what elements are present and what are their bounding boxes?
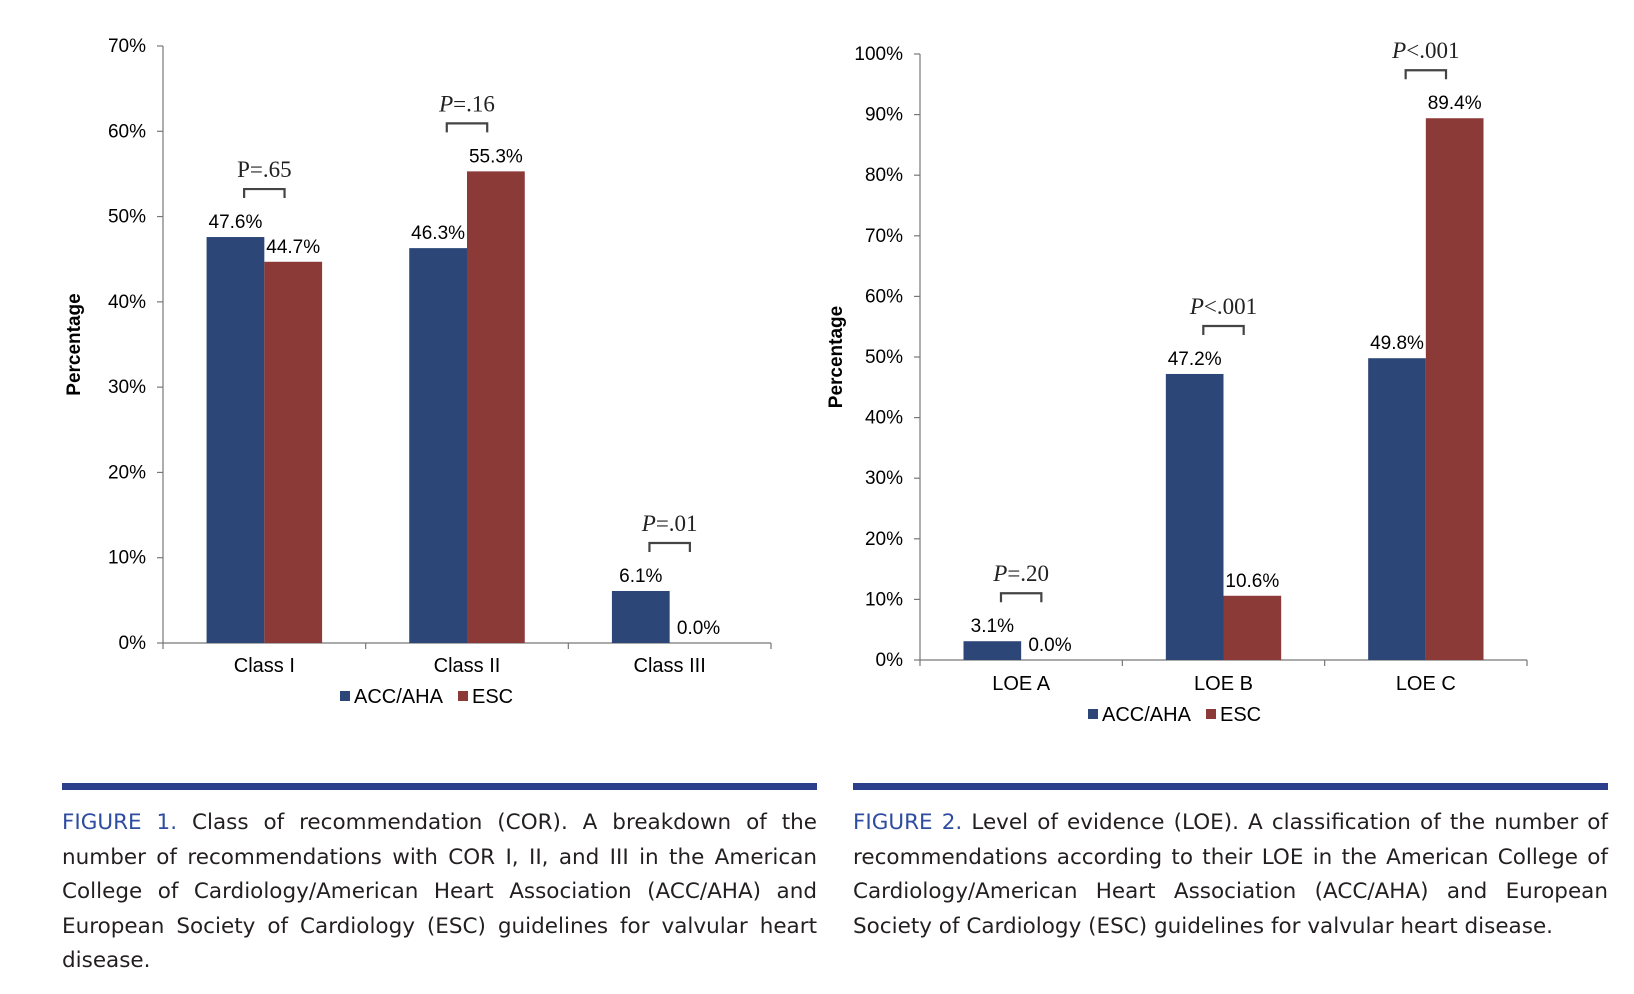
- caption-text: Level of evidence (LOE). A classificatio…: [853, 810, 1608, 939]
- figure-1: 0% 10% 20% 30% 40% 50% 60% 70% Percentage Class I…: [62, 36, 817, 979]
- bar-esc: [1223, 595, 1282, 660]
- y-tick-label: 10%: [108, 548, 146, 569]
- bar-acc-aha: [1368, 358, 1426, 660]
- y-tick-label: 30%: [865, 468, 903, 489]
- p-value-symbol: P: [237, 157, 250, 182]
- bar-acc-aha: [1165, 373, 1224, 660]
- data-label: 3.1%: [971, 616, 1014, 637]
- p-value-label: P=.16: [438, 91, 495, 116]
- legend-label: ACC/AHA: [1102, 704, 1192, 726]
- legend-label: ESC: [1220, 704, 1261, 726]
- p-value-label: P=.01: [641, 511, 698, 536]
- category-label: Class II: [434, 655, 501, 677]
- bar-acc-aha: [206, 237, 265, 644]
- legend-label: ACC/AHA: [354, 686, 444, 708]
- y-tick-label: 50%: [108, 207, 146, 228]
- p-value-symbol: P: [1391, 38, 1406, 63]
- y-tick-label: 100%: [854, 44, 903, 65]
- data-label: 47.2%: [1168, 349, 1222, 370]
- significance-bracket: [243, 187, 286, 199]
- data-label: 89.4%: [1428, 93, 1482, 114]
- legend-swatch-esc: [458, 691, 468, 701]
- y-tick-label: 60%: [108, 121, 146, 142]
- p-value-number: =.20: [1007, 561, 1049, 586]
- category-label: Class III: [634, 655, 706, 677]
- figure-label: FIGURE 2.: [853, 810, 963, 835]
- y-tick-label: 60%: [865, 286, 903, 307]
- category-label: LOE A: [992, 673, 1050, 695]
- y-tick-label: 40%: [865, 408, 903, 429]
- bar-acc-aha: [409, 248, 467, 643]
- figure-caption: FIGURE 1. Class of recommendation (COR).…: [62, 806, 817, 979]
- bar-esc: [467, 171, 525, 643]
- data-label: 49.8%: [1370, 333, 1424, 354]
- y-tick-label: 70%: [865, 226, 903, 247]
- legend-swatch-acc-aha: [1088, 709, 1098, 719]
- figure-caption: FIGURE 2. Level of evidence (LOE). A cla…: [853, 806, 1608, 944]
- legend-swatch-acc-aha: [340, 691, 350, 701]
- p-value-number: =.65: [250, 157, 292, 182]
- figure-label: FIGURE 1.: [62, 810, 178, 835]
- significance-bracket: [1404, 69, 1448, 80]
- y-tick-label: 70%: [108, 36, 146, 57]
- data-label: 44.7%: [266, 237, 320, 258]
- p-value-label: P<.001: [1189, 294, 1257, 319]
- data-label: 47.6%: [209, 212, 263, 233]
- y-tick-label: 20%: [865, 529, 903, 550]
- bar-esc: [1425, 118, 1484, 660]
- p-value-symbol: P: [438, 91, 453, 116]
- figure-rule: [62, 783, 817, 790]
- y-tick-label: 30%: [108, 377, 146, 398]
- legend-label: ESC: [472, 686, 513, 708]
- category-label: LOE B: [1194, 673, 1253, 695]
- y-tick-label: 20%: [108, 462, 146, 483]
- chart-class-of-recommendation: 0% 10% 20% 30% 40% 50% 60% 70% Percentage Class I…: [64, 36, 772, 708]
- caption-text: Class of recommendation (COR). A breakdo…: [62, 810, 818, 973]
- p-value-symbol: P: [1189, 294, 1204, 319]
- significance-bracket: [1202, 324, 1245, 335]
- data-label: 55.3%: [469, 146, 523, 167]
- y-tick-label: 10%: [865, 589, 903, 610]
- category-label: LOE C: [1396, 673, 1456, 695]
- y-tick-label: 40%: [108, 292, 146, 313]
- p-value-label: P=.65: [237, 157, 292, 182]
- p-value-symbol: P: [992, 561, 1007, 586]
- significance-bracket: [999, 592, 1043, 603]
- y-tick-label: 80%: [865, 165, 903, 186]
- data-label: 6.1%: [619, 566, 662, 587]
- y-tick-label: 90%: [865, 105, 903, 126]
- legend-swatch-esc: [1206, 709, 1216, 719]
- data-label: 46.3%: [411, 223, 465, 244]
- data-label: 0.0%: [1028, 635, 1071, 656]
- figure-2: 0% 10% 20% 30% 40% 50% 60% 70% 80% 90% 100% Percent…: [820, 0, 1634, 994]
- p-value-label: P<.001: [1391, 38, 1459, 63]
- significance-bracket: [648, 541, 691, 552]
- bar-acc-aha: [611, 590, 670, 643]
- figure-rule: [853, 783, 1608, 790]
- significance-bracket: [445, 122, 489, 133]
- p-value-number: =.01: [656, 511, 698, 536]
- y-axis-label: Percentage: [64, 293, 85, 395]
- category-label: Class I: [234, 655, 295, 677]
- p-value-number: <.001: [1204, 294, 1257, 319]
- y-tick-label: 0%: [119, 633, 147, 654]
- y-tick-label: 50%: [865, 347, 903, 368]
- chart-level-of-evidence: 0% 10% 20% 30% 40% 50% 60% 70% 80% 90% 100% Percent…: [826, 38, 1528, 726]
- data-label: 0.0%: [677, 618, 720, 639]
- p-value-symbol: P: [641, 511, 656, 536]
- p-value-number: =.16: [453, 91, 495, 116]
- y-tick-label: 0%: [876, 650, 904, 671]
- p-value-number: <.001: [1406, 38, 1459, 63]
- bar-acc-aha: [963, 641, 1022, 660]
- p-value-label: P=.20: [992, 561, 1049, 586]
- y-axis-label: Percentage: [826, 306, 847, 408]
- bar-esc: [264, 261, 323, 643]
- data-label: 10.6%: [1225, 571, 1279, 592]
